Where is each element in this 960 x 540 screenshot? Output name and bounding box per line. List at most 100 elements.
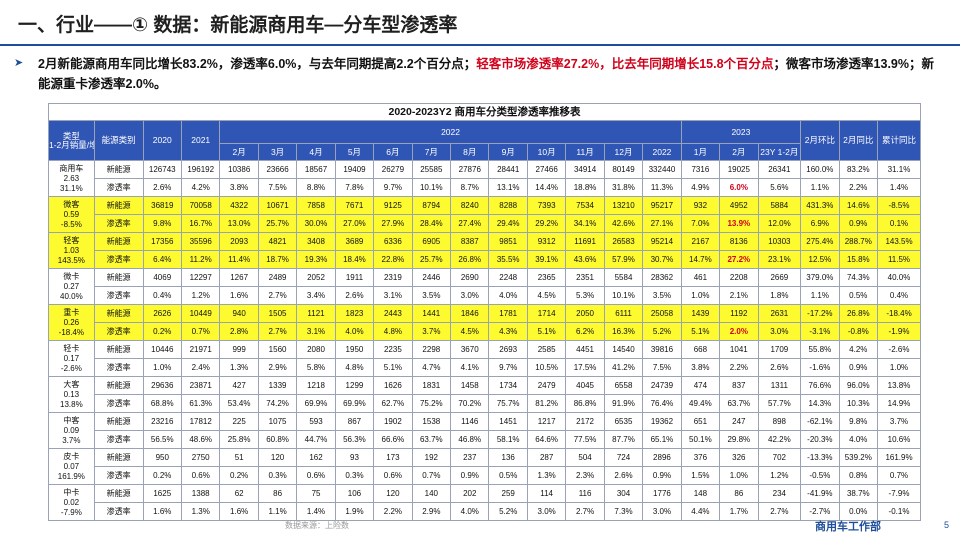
header-month-2023: 23Y 1-2月 [757, 143, 802, 161]
table-cell: 1121 [296, 304, 336, 323]
category-growth: 31.1% [60, 183, 83, 193]
table-cell: 461 [680, 268, 721, 287]
table-cell: 1.6% [142, 502, 182, 521]
table-cell: 58.1% [488, 430, 528, 449]
table-cell: -18.4% [877, 304, 921, 323]
table-cell: 2080 [296, 340, 336, 359]
table-cell: 3.5% [642, 286, 682, 305]
table-cell: 0.2% [142, 322, 182, 341]
table-cell: 2.2% [373, 502, 413, 521]
table-cell: 6535 [603, 412, 644, 431]
energy-type-cell: 新能源 [93, 340, 144, 359]
table-cell: 6558 [603, 376, 644, 395]
table-cell: 21971 [180, 340, 221, 359]
category-volume: 2.63 [63, 173, 80, 183]
table-cell: 287 [526, 448, 567, 467]
table-cell: 724 [603, 448, 644, 467]
table-cell: 10.5% [526, 358, 567, 377]
table-cell: 63.7% [719, 394, 759, 413]
table-cell: 28.4% [411, 214, 452, 233]
table-cell: 4.0% [334, 322, 375, 341]
table-cell: 76.6% [800, 376, 840, 395]
table-cell: 62.7% [373, 394, 413, 413]
category-volume: 0.02 [63, 497, 80, 507]
energy-type-cell: 渗透率 [93, 322, 144, 341]
table-cell: 3.4% [296, 286, 336, 305]
table-cell: 53.4% [219, 394, 259, 413]
table-cell: 160.0% [800, 160, 840, 179]
category-name: 中客 [63, 415, 80, 425]
category-volume: 0.09 [63, 425, 80, 435]
bullet-arrow-icon: ➤ [14, 57, 24, 69]
table-cell: 10446 [142, 340, 182, 359]
table-cell: 14.7% [680, 250, 721, 269]
table-cell: -7.9% [877, 484, 921, 503]
table-cell: 14.3% [800, 394, 840, 413]
category-volume: 0.59 [63, 209, 80, 219]
table-cell: 1441 [411, 304, 452, 323]
table-cell: 16.3% [603, 322, 644, 341]
table-cell: 96.0% [838, 376, 879, 395]
category-volume: 0.26 [63, 317, 80, 327]
table-cell: 136 [488, 448, 528, 467]
table-cell: 29.4% [488, 214, 528, 233]
table-cell: 1560 [257, 340, 298, 359]
table-cell: 2690 [450, 268, 490, 287]
table-cell: 91.9% [603, 394, 644, 413]
table-cell: 55.8% [800, 340, 840, 359]
table-cell: 7.3% [603, 502, 644, 521]
table-cell: 57.9% [603, 250, 644, 269]
table-cell: 86 [719, 484, 759, 503]
table-cell: 14.9% [877, 394, 921, 413]
table-cell: 0.6% [296, 466, 336, 485]
table-cell: 26.8% [450, 250, 490, 269]
table-cell: -41.9% [800, 484, 840, 503]
category-name: 重卡 [63, 307, 80, 317]
table-cell: 202 [450, 484, 490, 503]
category-cell: 皮卡 0.07 161.9% [48, 448, 95, 485]
table-cell: 1902 [373, 412, 413, 431]
table-cell: -1.6% [800, 358, 840, 377]
table-cell: 651 [680, 412, 721, 431]
category-cell: 轻卡 0.17 -2.6% [48, 340, 95, 377]
energy-type-cell: 渗透率 [93, 214, 144, 233]
table-cell: 668 [680, 340, 721, 359]
table-cell: 275.4% [800, 232, 840, 251]
table-cell: 5.2% [488, 502, 528, 521]
header-2021: 2021 [180, 120, 221, 161]
energy-type-cell: 渗透率 [93, 286, 144, 305]
table-cell: 19362 [642, 412, 682, 431]
category-cell: 轻客 1.03 143.5% [48, 232, 95, 269]
energy-type-cell: 渗透率 [93, 502, 144, 521]
table-cell: 3.1% [296, 322, 336, 341]
category-growth: 143.5% [57, 255, 85, 265]
table-cell: 2050 [565, 304, 605, 323]
table-cell: 5584 [603, 268, 644, 287]
table-cell: 4952 [719, 196, 759, 215]
table-cell: 932 [680, 196, 721, 215]
table-cell: 1146 [450, 412, 490, 431]
table-cell: 31.1% [877, 160, 921, 179]
table-cell: 2351 [565, 268, 605, 287]
table-cell: 44.7% [296, 430, 336, 449]
table-row: 渗透率 9.8% 16.7% 13.0% 25.7% 30.0% 27.0% 27.9% 28.… [49, 214, 921, 233]
table-cell: 22.8% [373, 250, 413, 269]
header-month-2023: 2月 [719, 143, 759, 161]
table-cell: 1.1% [800, 286, 840, 305]
table-cell: 2.8% [219, 322, 259, 341]
table-cell: 173 [373, 448, 413, 467]
table-cell: 29.8% [719, 430, 759, 449]
table-cell: 48.6% [180, 430, 221, 449]
table-cell: 1.6% [219, 502, 259, 521]
table-cell: 3.0% [642, 502, 682, 521]
table-cell: 4.0% [450, 502, 490, 521]
table-cell: 898 [757, 412, 802, 431]
table-cell: 2896 [642, 448, 682, 467]
table-row: 商用车 2.63 31.1% 新能源 126743 196192 10386 23666 185… [48, 160, 921, 197]
table-cell: 4451 [565, 340, 605, 359]
table-cell: 8794 [411, 196, 452, 215]
category-cell: 中客 0.09 3.7% [48, 412, 95, 449]
table-cell: 74.2% [257, 394, 298, 413]
table-cell: 247 [719, 412, 759, 431]
table-cell: 9125 [373, 196, 413, 215]
